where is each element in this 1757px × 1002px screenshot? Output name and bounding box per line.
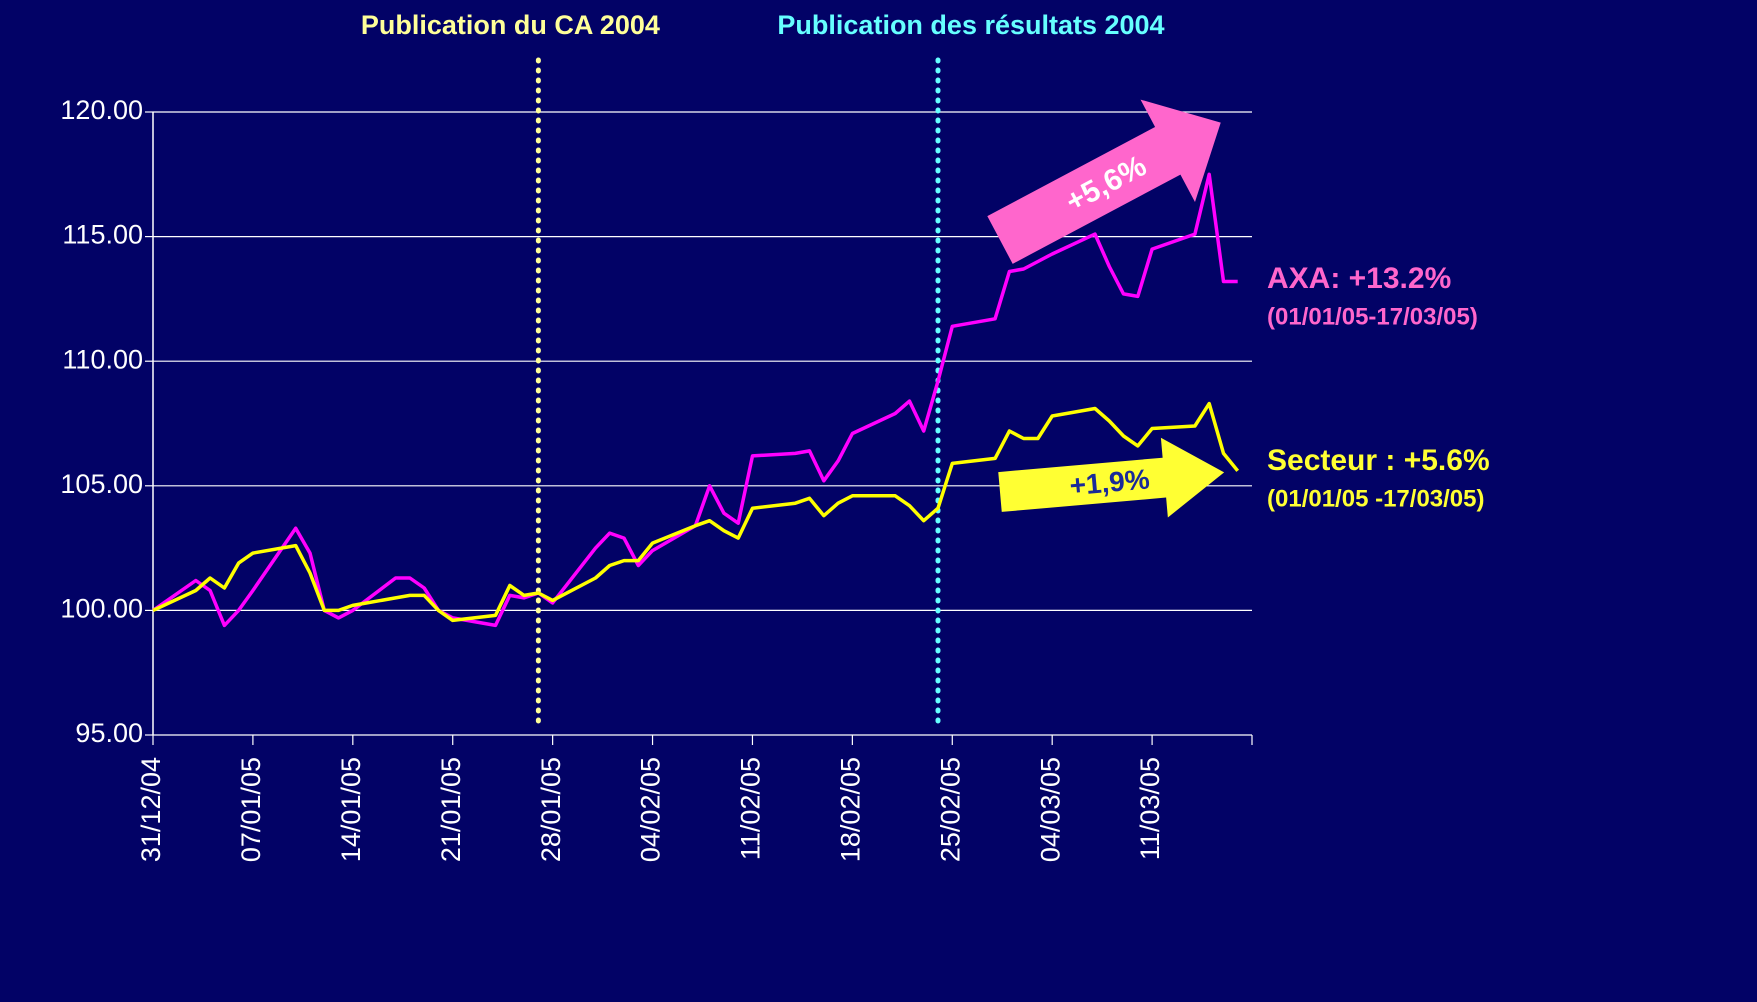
y-tick-label: 115.00	[62, 220, 143, 250]
x-tick-label: 25/02/05	[935, 757, 965, 862]
sector-arrow: +1,9%	[998, 437, 1225, 518]
x-tick-label: 04/03/05	[1035, 757, 1065, 862]
series-period: (01/01/05-17/03/05)	[1267, 303, 1478, 330]
event-label: Publication des résultats 2004	[777, 10, 1164, 40]
event-label: Publication du CA 2004	[361, 10, 660, 40]
y-tick-label: 110.00	[62, 344, 143, 374]
x-tick-label: 11/03/05	[1135, 757, 1165, 860]
arrow-shape	[998, 437, 1225, 518]
arrow-shape	[987, 99, 1221, 264]
x-tick-label: 07/01/05	[236, 757, 266, 862]
x-tick-label: 11/02/05	[736, 757, 766, 860]
x-tick-label: 28/01/05	[536, 757, 566, 862]
series-line	[152, 401, 1240, 623]
y-tick-label: 120.00	[60, 95, 143, 125]
series-period: (01/01/05 -17/03/05)	[1267, 485, 1485, 512]
series-label: Secteur : +5.6%	[1267, 444, 1490, 477]
x-tick-label: 14/01/05	[336, 757, 366, 862]
y-tick-label: 100.00	[60, 594, 143, 624]
x-tick-label: 31/12/04	[136, 757, 166, 862]
y-tick-label: 105.00	[60, 469, 143, 499]
arrow-label: +1,9%	[1068, 463, 1151, 501]
x-tick-label: 21/01/05	[436, 757, 466, 862]
y-tick-label: 95.00	[75, 718, 143, 748]
x-tick-label: 18/02/05	[835, 757, 865, 862]
series-label: AXA: +13.2%	[1267, 262, 1451, 295]
x-tick-label: 04/02/05	[636, 757, 666, 862]
plot: 95.00 100.00 105.00 110.00 115.00 120.00 31/12…	[60, 10, 1489, 862]
series-line	[151, 172, 1238, 628]
